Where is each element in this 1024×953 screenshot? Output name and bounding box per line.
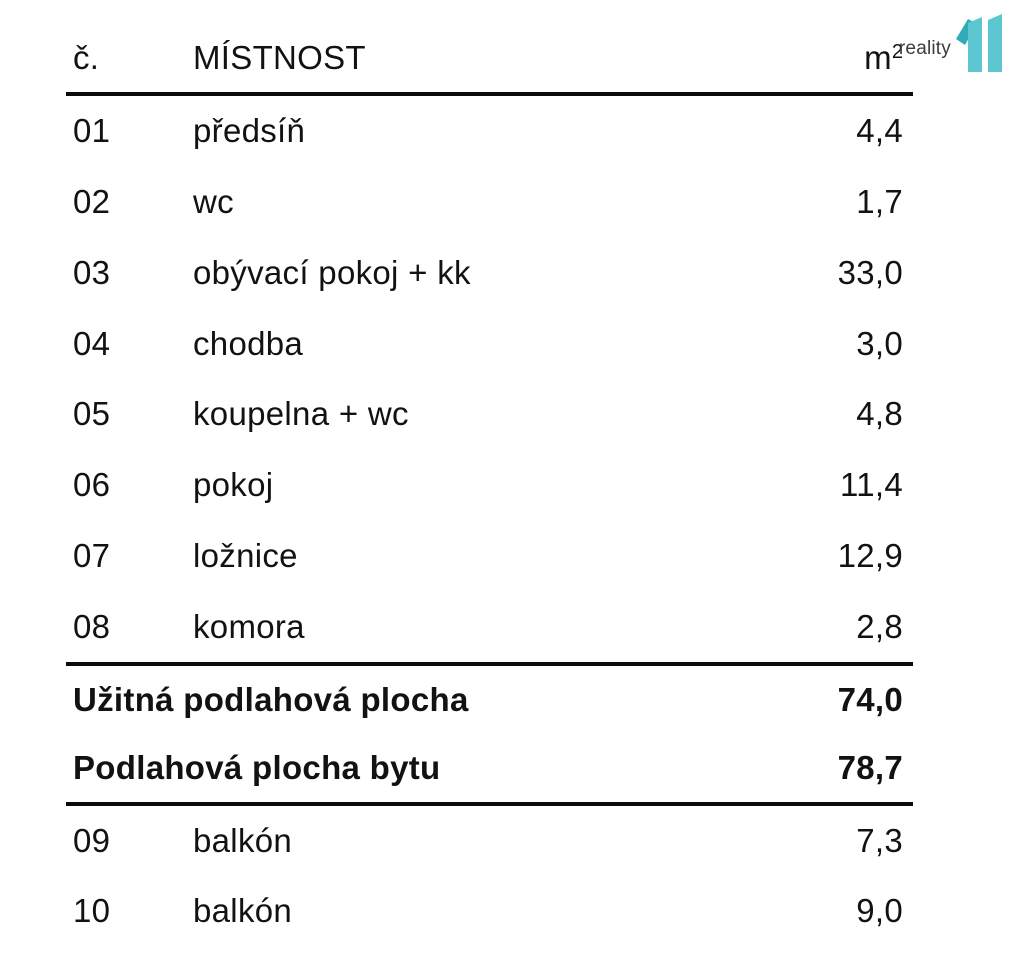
table-row: 07 ložnice 12,9 [66,521,913,592]
room-name: koupelna + wc [193,395,409,433]
room-number: 07 [73,536,111,574]
summary-label: Užitná podlahová plocha [73,681,469,718]
header-unit-base: m [864,39,892,76]
table-row: 02 wc 1,7 [66,167,913,238]
table-row: 01 předsíň 4,4 [66,96,913,167]
room-area: 11,4 [840,466,903,504]
logo-11-icon [956,14,1002,72]
header-unit-exponent: 2 [891,41,903,63]
room-area: 4,4 [856,112,903,150]
summary-area: 74,0 [837,681,903,718]
table-header-row: č. MÍSTNOST m2 [66,0,913,92]
summary-label: Podlahová plocha bytu [73,749,441,786]
room-name: wc [193,183,234,221]
table-row: 05 koupelna + wc 4,8 [66,379,913,450]
room-name: ložnice [193,536,298,574]
room-area: 4,8 [856,395,903,433]
summary-row-apartment-floor-area: Podlahová plocha bytu 78,7 [66,734,913,802]
room-name: chodba [193,324,304,362]
room-number: 08 [73,607,111,645]
room-number: 04 [73,324,111,362]
room-name: obývací pokoj + kk [193,253,471,291]
header-unit: m2 [864,39,913,77]
header-number: č. [73,39,100,76]
room-name: komora [193,607,305,645]
room-number: 09 [73,822,111,859]
room-area: 9,0 [856,892,903,929]
room-area: 12,9 [837,536,903,574]
room-area: 3,0 [856,324,903,362]
room-name: balkón [193,892,293,929]
summary-area: 78,7 [837,749,903,786]
summary-row-usable-floor-area: Užitná podlahová plocha 74,0 [66,666,913,734]
table-row: 08 komora 2,8 [66,591,913,662]
divider-summary-top [66,662,913,666]
reality11-logo: reality [899,12,1014,74]
room-area-table: č. MÍSTNOST m2 01 předsíň 4,4 02 wc 1,7 … [66,0,913,946]
room-area: 2,8 [856,607,903,645]
table-row: 09 balkón 7,3 [66,806,913,876]
table-row: 06 pokoj 11,4 [66,450,913,521]
room-number: 05 [73,395,111,433]
room-number: 02 [73,183,111,221]
room-area: 1,7 [856,183,903,221]
table-row: 10 balkón 9,0 [66,876,913,946]
logo-text: reality [898,38,951,59]
room-name: předsíň [193,112,306,150]
room-number: 06 [73,466,111,504]
room-area: 33,0 [837,253,903,291]
divider-top [66,92,913,96]
room-area: 7,3 [856,822,903,859]
table-row: 04 chodba 3,0 [66,308,913,379]
room-name: pokoj [193,466,274,504]
divider-summary-bottom [66,802,913,806]
table-row: 03 obývací pokoj + kk 33,0 [66,238,913,309]
room-number: 10 [73,892,111,929]
room-name: balkón [193,822,293,859]
room-number: 03 [73,253,111,291]
room-number: 01 [73,112,111,150]
header-room: MÍSTNOST [193,39,366,76]
